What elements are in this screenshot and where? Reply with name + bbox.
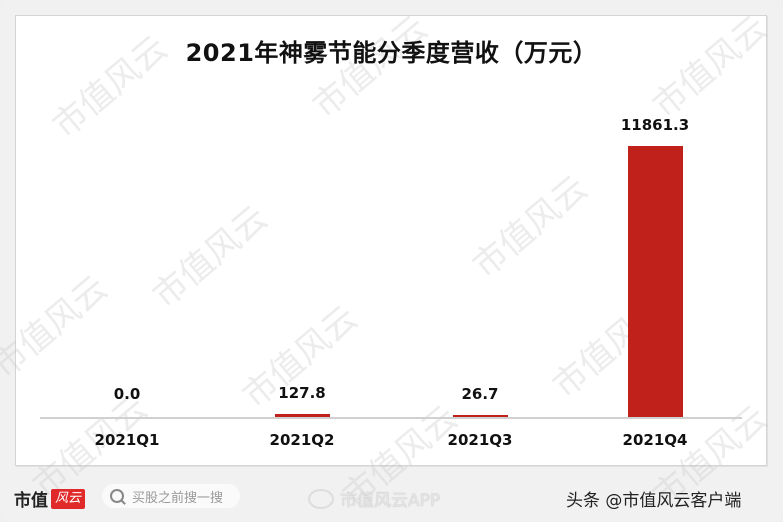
x-tick-label: 2021Q2 (269, 431, 335, 449)
search-icon (110, 489, 124, 503)
x-tick-label: 2021Q1 (94, 431, 160, 449)
logo-badge: 风云 (51, 488, 86, 509)
x-tick-label: 2021Q3 (447, 431, 513, 449)
brand-logo: 市值 风云 (14, 486, 86, 511)
value-label: 11861.3 (620, 116, 690, 134)
weibo-watermark: 市值风云APP (308, 486, 440, 511)
value-label: 127.8 (278, 384, 326, 403)
weibo-icon (308, 488, 334, 509)
bar-2021Q4 (627, 146, 683, 417)
search-box[interactable]: 买股之前搜一搜 (102, 484, 240, 508)
toutiao-attribution: 头条 @市值风云客户端 (566, 491, 742, 511)
chart-title: 2021年神雾节能分季度营收（万元） (185, 39, 598, 67)
value-label: 0.0 (113, 385, 141, 403)
x-axis-line (40, 417, 742, 419)
bar-2021Q3 (452, 415, 508, 417)
x-tick-label: 2021Q4 (622, 431, 688, 449)
value-label: 26.7 (461, 385, 499, 403)
search-placeholder: 买股之前搜一搜 (132, 490, 224, 506)
logo-text: 市值 (14, 491, 48, 511)
weibo-text: 市值风云APP (340, 491, 441, 511)
bar-2021Q2 (274, 414, 330, 417)
